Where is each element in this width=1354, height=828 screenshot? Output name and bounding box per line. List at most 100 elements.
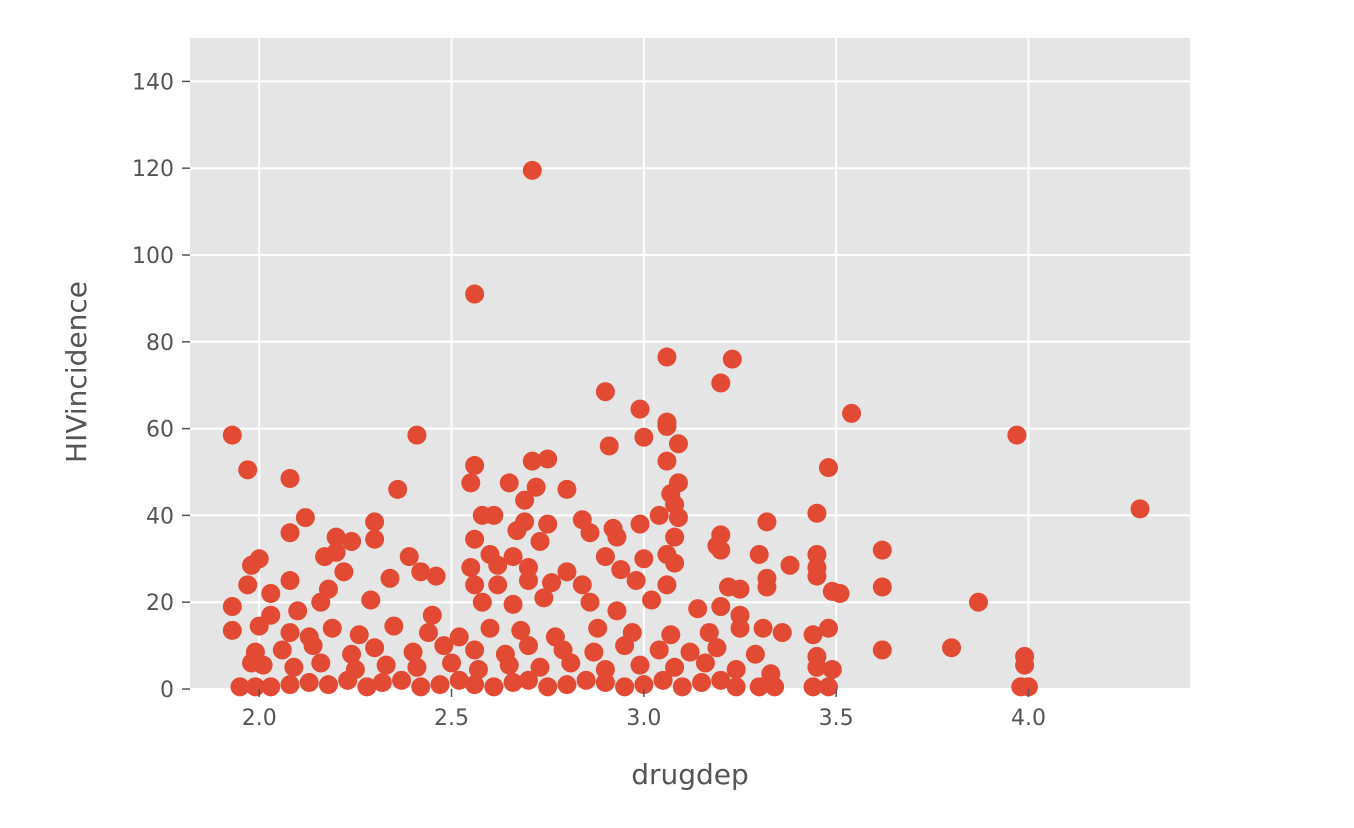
data-point xyxy=(249,549,269,569)
data-point xyxy=(642,590,662,610)
data-point xyxy=(222,620,242,640)
data-point xyxy=(711,597,731,617)
data-point xyxy=(372,672,392,692)
y-tick-label: 60 xyxy=(146,418,174,443)
data-point xyxy=(807,657,827,677)
data-point xyxy=(818,677,838,697)
data-point xyxy=(580,523,600,543)
data-point xyxy=(365,512,385,532)
data-point xyxy=(630,399,650,419)
data-point xyxy=(311,592,331,612)
data-point xyxy=(730,579,750,599)
data-point xyxy=(280,571,300,590)
data-point xyxy=(322,618,342,638)
data-point xyxy=(657,347,677,367)
data-point xyxy=(803,625,823,645)
data-point xyxy=(480,618,500,638)
data-point xyxy=(518,571,538,590)
data-point xyxy=(376,655,396,675)
data-point xyxy=(757,568,777,588)
data-point xyxy=(434,636,454,656)
data-point xyxy=(722,349,742,369)
data-point xyxy=(430,675,450,695)
data-point xyxy=(461,557,481,577)
data-point xyxy=(245,677,265,697)
data-point xyxy=(280,469,300,489)
data-point xyxy=(380,568,400,588)
data-point xyxy=(1130,499,1150,519)
data-point xyxy=(584,642,604,662)
data-point xyxy=(730,605,750,625)
y-tick-label: 120 xyxy=(132,157,174,182)
data-point xyxy=(365,638,385,658)
data-point xyxy=(284,657,304,677)
data-point xyxy=(561,653,581,673)
y-tick-label: 0 xyxy=(160,678,174,703)
data-point xyxy=(695,653,715,673)
data-point xyxy=(576,670,596,690)
data-point xyxy=(418,623,438,643)
x-tick-label: 2.0 xyxy=(242,706,277,731)
data-point xyxy=(261,677,281,697)
data-point xyxy=(349,625,369,645)
data-point xyxy=(507,521,527,541)
y-tick-label: 80 xyxy=(146,331,174,356)
data-point xyxy=(749,544,769,564)
data-point xyxy=(488,555,508,575)
data-point xyxy=(665,553,685,573)
data-point xyxy=(357,677,377,697)
data-point xyxy=(599,436,619,456)
data-point xyxy=(472,592,492,612)
data-point xyxy=(872,640,892,660)
data-point xyxy=(634,675,654,695)
data-point xyxy=(595,672,615,692)
data-point xyxy=(303,636,323,656)
data-point xyxy=(407,657,427,677)
data-point xyxy=(753,618,773,638)
data-point xyxy=(530,657,550,677)
data-point xyxy=(342,531,362,551)
data-point xyxy=(615,636,635,656)
y-axis-label: HIVincidence xyxy=(60,281,93,463)
x-tick-label: 2.5 xyxy=(434,706,469,731)
x-tick-label: 4.0 xyxy=(1011,706,1046,731)
data-point xyxy=(318,675,338,695)
data-point xyxy=(503,547,523,567)
data-point xyxy=(680,642,700,662)
data-point xyxy=(726,677,746,697)
x-tick-label: 3.5 xyxy=(819,706,854,731)
data-point xyxy=(449,670,469,690)
data-point xyxy=(388,479,408,499)
data-point xyxy=(222,597,242,617)
data-point xyxy=(465,575,485,595)
data-point xyxy=(484,505,504,525)
data-point xyxy=(465,284,485,304)
data-point xyxy=(595,547,615,567)
data-point xyxy=(557,562,577,582)
data-point xyxy=(511,620,531,640)
y-tick-label: 100 xyxy=(132,244,174,269)
data-point xyxy=(968,592,988,612)
data-point xyxy=(707,638,727,658)
data-point xyxy=(392,670,412,690)
data-point xyxy=(361,590,381,610)
x-axis-label: drugdep xyxy=(631,758,749,791)
data-point xyxy=(822,659,842,679)
data-point xyxy=(607,601,627,621)
data-point xyxy=(872,540,892,560)
data-point xyxy=(657,451,677,471)
data-point xyxy=(411,677,431,697)
data-point xyxy=(449,627,469,647)
data-point xyxy=(780,555,800,575)
data-point xyxy=(649,640,669,660)
data-point xyxy=(280,623,300,643)
data-point xyxy=(1018,677,1038,697)
data-point xyxy=(365,529,385,549)
data-point xyxy=(1007,425,1027,445)
data-point xyxy=(407,425,427,445)
data-point xyxy=(711,373,731,393)
data-point xyxy=(572,575,592,595)
data-point xyxy=(326,527,346,547)
data-point xyxy=(411,562,431,582)
